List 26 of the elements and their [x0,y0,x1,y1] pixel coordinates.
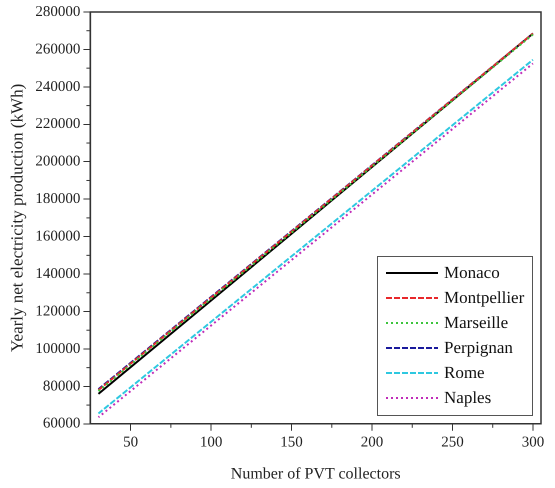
legend-label: Monaco [444,263,500,284]
y-tick-label: 60000 [42,416,80,432]
x-tick-label: 150 [280,434,303,451]
y-tick-label: 160000 [35,228,80,245]
y-tick-label: 100000 [35,340,80,357]
x-tick-label: 50 [123,434,138,451]
legend-label: Montpellier [444,288,524,308]
y-tick-label: 280000 [35,4,80,20]
y-axis-title: Yearly net electricity production (kWh) [8,84,27,352]
y-tick-label: 180000 [35,191,80,208]
y-tick-label: 200000 [35,154,80,170]
y-tick-label: 120000 [35,303,80,320]
y-tick-label: 140000 [35,266,80,282]
y-tick-label: 240000 [35,78,80,95]
x-tick-label: 250 [441,434,464,451]
x-tick-label: 100 [200,434,222,451]
legend-label: Rome [444,363,485,384]
legend-label: Marseille [444,313,508,334]
legend-label: Naples [444,388,492,408]
x-axis-title: Number of PVT collectors [230,466,401,483]
legend-label: Perpignan [444,338,513,358]
x-tick-label: 300 [522,434,544,451]
y-tick-label: 220000 [35,116,80,132]
y-tick-label: 80000 [42,378,80,394]
x-tick-label: 200 [360,434,384,451]
y-tick-label: 260000 [35,41,80,58]
